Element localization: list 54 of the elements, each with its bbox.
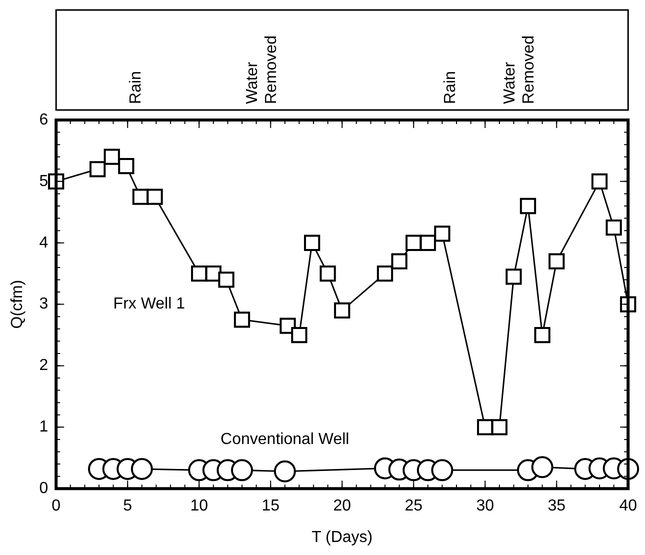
point [231,459,253,482]
text: Water Removed [244,36,280,104]
y-tick-label: 3 [39,296,48,313]
point [191,266,208,282]
x-tick-label: 15 [262,498,280,515]
point [434,226,450,242]
x-tick-label: 10 [190,498,208,515]
x-tick-label: 0 [52,498,61,515]
point [130,458,153,480]
point [146,188,163,205]
point [320,266,336,282]
y-tick-label: 0 [39,480,48,498]
x-tick-label: 35 [548,498,566,515]
point [118,158,134,174]
point [406,234,422,251]
point [274,460,296,482]
y-tick-label: 2 [39,357,48,374]
text: Rain [442,71,460,104]
point [420,234,436,251]
point [304,234,320,251]
point [291,326,308,344]
point [548,253,565,270]
point [520,198,536,214]
point [334,302,350,319]
y-tick-label: 1 [39,418,48,436]
text: Water Removed [501,36,538,104]
y-axis-title: Q(cfm) [9,280,26,329]
y-tick-label: 5 [39,172,48,190]
x-tick-label: 40 [619,498,638,515]
point [477,419,494,436]
point [391,253,408,270]
x-tick-label: 30 [476,498,494,515]
point [506,268,522,285]
point [591,173,608,190]
y-tick-label: 4 [39,234,48,252]
point [606,219,622,236]
point [218,272,234,288]
point [431,459,454,482]
point [534,326,550,344]
point [491,419,508,436]
x-tick-label: 20 [333,498,352,515]
point [531,456,554,478]
point [90,161,106,178]
series-label: Frx Well 1 [113,296,186,313]
y-tick-label: 6 [39,111,48,128]
x-axis-title: T (Days) [312,528,373,546]
point [376,266,394,282]
x-tick-label: 25 [404,498,423,515]
point [104,148,120,165]
point [234,312,250,328]
text: Rain [128,71,145,104]
point [132,188,149,205]
x-tick-label: 5 [123,498,132,515]
series-label: Conventional Well [220,430,350,448]
